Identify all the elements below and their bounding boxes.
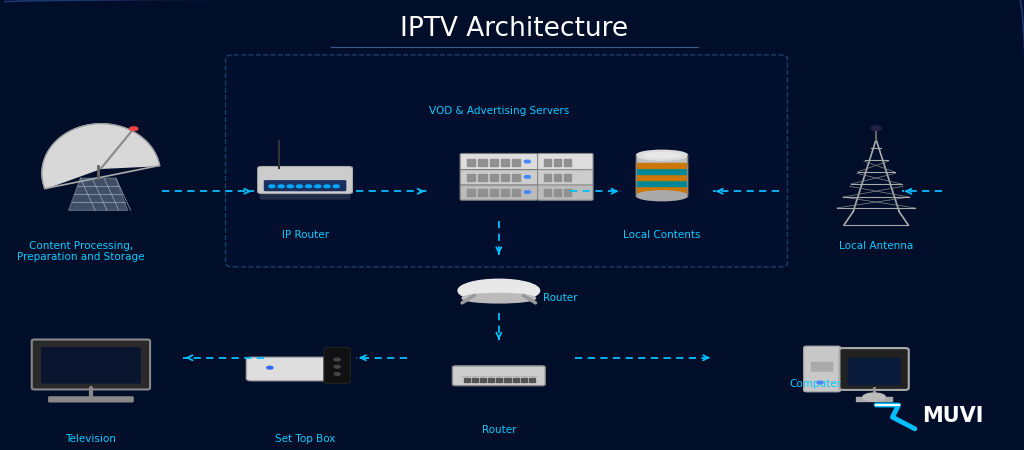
Text: Computer: Computer [788, 379, 841, 389]
Circle shape [333, 185, 339, 188]
Bar [544, 159, 551, 166]
Bar [554, 189, 561, 197]
Circle shape [279, 185, 284, 188]
Bar [564, 189, 571, 197]
Bar [488, 378, 495, 382]
FancyBboxPatch shape [264, 180, 346, 191]
Ellipse shape [458, 279, 540, 302]
FancyBboxPatch shape [41, 347, 141, 383]
Circle shape [871, 126, 882, 130]
Bar [489, 159, 498, 166]
FancyBboxPatch shape [840, 348, 908, 390]
Bar [637, 155, 687, 196]
Circle shape [817, 381, 823, 384]
Bar [564, 174, 571, 181]
Text: Television: Television [66, 434, 117, 444]
Text: IP Router: IP Router [282, 230, 329, 239]
Bar [521, 378, 527, 382]
FancyBboxPatch shape [32, 339, 151, 389]
Bar [467, 189, 475, 197]
Circle shape [524, 191, 530, 193]
Text: Content Processing,
Preparation and Storage: Content Processing, Preparation and Stor… [17, 241, 144, 262]
FancyBboxPatch shape [324, 347, 350, 383]
FancyBboxPatch shape [48, 396, 134, 402]
Bar [467, 159, 475, 166]
Bar [478, 174, 486, 181]
Bar [554, 174, 561, 181]
FancyBboxPatch shape [460, 169, 538, 185]
Bar [637, 169, 687, 174]
Circle shape [305, 185, 311, 188]
Text: IPTV Architecture: IPTV Architecture [400, 16, 628, 42]
FancyBboxPatch shape [538, 169, 593, 185]
Ellipse shape [863, 393, 886, 401]
Circle shape [287, 185, 293, 188]
Bar [554, 159, 561, 166]
Circle shape [334, 373, 340, 375]
Text: Router: Router [543, 293, 578, 303]
Bar [497, 378, 503, 382]
Bar [512, 159, 520, 166]
Circle shape [267, 366, 273, 369]
FancyBboxPatch shape [538, 184, 593, 200]
FancyBboxPatch shape [811, 362, 834, 372]
Text: Set Top Box: Set Top Box [274, 434, 335, 444]
Circle shape [324, 185, 330, 188]
Bar [512, 189, 520, 197]
Circle shape [269, 185, 275, 188]
Bar [489, 174, 498, 181]
Ellipse shape [637, 150, 687, 160]
FancyBboxPatch shape [804, 346, 841, 392]
Text: Router: Router [481, 425, 516, 435]
Bar [856, 397, 893, 401]
Text: VOD & Advertising Servers: VOD & Advertising Servers [429, 106, 569, 116]
Bar [637, 181, 687, 186]
Text: Local Contents: Local Contents [624, 230, 700, 239]
Circle shape [296, 185, 302, 188]
Bar [637, 175, 687, 180]
Bar [513, 378, 519, 382]
FancyBboxPatch shape [260, 192, 350, 200]
Circle shape [524, 160, 530, 163]
Bar [478, 159, 486, 166]
FancyBboxPatch shape [460, 153, 538, 170]
Bar [501, 159, 509, 166]
Ellipse shape [637, 191, 687, 201]
Bar [501, 189, 509, 197]
Text: MUVI: MUVI [922, 406, 983, 426]
Circle shape [524, 176, 530, 178]
Bar [501, 174, 509, 181]
Circle shape [314, 185, 321, 188]
Bar [489, 189, 498, 197]
Bar [564, 159, 571, 166]
Bar [505, 378, 511, 382]
Circle shape [130, 127, 137, 130]
FancyBboxPatch shape [247, 357, 343, 381]
Bar [464, 378, 470, 382]
Bar [529, 378, 535, 382]
Bar [637, 163, 687, 168]
Text: Local Antenna: Local Antenna [839, 241, 913, 251]
FancyBboxPatch shape [258, 166, 352, 194]
Bar [512, 174, 520, 181]
Bar [544, 189, 551, 197]
Polygon shape [42, 124, 160, 189]
Bar [478, 189, 486, 197]
Bar [467, 174, 475, 181]
Ellipse shape [462, 293, 536, 303]
Bar [472, 378, 478, 382]
Ellipse shape [644, 153, 680, 158]
Circle shape [334, 358, 340, 361]
Polygon shape [69, 178, 128, 211]
FancyBboxPatch shape [453, 366, 545, 386]
Circle shape [334, 365, 340, 368]
Bar [637, 187, 687, 193]
Bar [544, 174, 551, 181]
FancyBboxPatch shape [460, 184, 538, 200]
FancyBboxPatch shape [538, 153, 593, 170]
FancyBboxPatch shape [848, 358, 900, 385]
Bar [480, 378, 486, 382]
FancyBboxPatch shape [225, 55, 787, 267]
